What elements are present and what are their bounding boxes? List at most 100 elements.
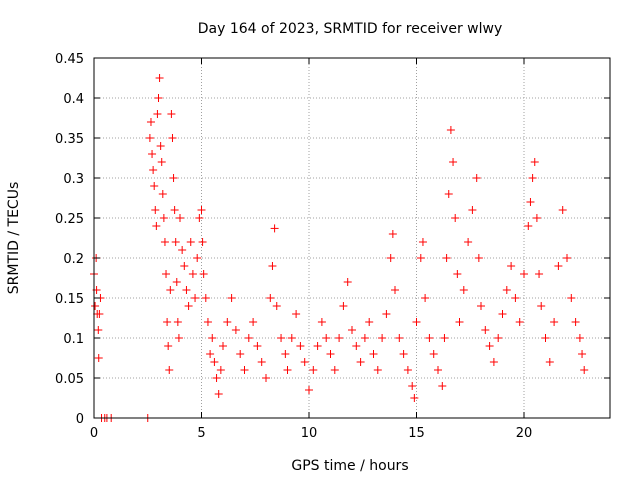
data-point [330, 366, 339, 374]
data-point [300, 358, 309, 366]
data-point [214, 390, 223, 398]
data-point [434, 366, 442, 374]
y-tick-label: 0 [76, 412, 84, 427]
data-point [173, 318, 182, 326]
data-point [270, 224, 279, 233]
data-point [94, 354, 103, 362]
data-point [502, 286, 511, 294]
data-point [167, 110, 176, 118]
data-point [446, 126, 455, 134]
data-point [201, 294, 210, 302]
data-point [489, 358, 498, 366]
data-point [210, 358, 219, 366]
data-point [472, 174, 481, 182]
data-point [154, 94, 163, 102]
data-point [449, 158, 458, 166]
data-point [339, 302, 348, 310]
data-point [157, 158, 166, 166]
data-point [150, 182, 159, 190]
data-point [95, 310, 104, 318]
data-point [203, 318, 212, 326]
data-point [152, 222, 161, 230]
data-point [206, 350, 215, 358]
data-point [348, 326, 356, 334]
x-tick-label: 0 [90, 426, 98, 441]
data-point [532, 214, 541, 222]
data-point [530, 158, 539, 166]
data-point [578, 350, 587, 358]
data-point [369, 350, 378, 358]
data-point [309, 366, 318, 374]
data-point [474, 254, 483, 262]
data-point [244, 334, 253, 342]
data-point [526, 198, 535, 206]
data-point [399, 350, 408, 358]
data-point [91, 302, 100, 310]
y-tick-label: 0.4 [63, 92, 84, 107]
data-point [148, 150, 157, 158]
data-point [172, 278, 181, 286]
data-point [464, 238, 473, 246]
data-point [545, 358, 554, 366]
data-point [191, 294, 200, 302]
data-point [227, 294, 236, 302]
data-point [317, 318, 326, 326]
data-point [537, 302, 546, 310]
data-point [266, 294, 275, 302]
data-point [335, 334, 344, 342]
data-point [158, 190, 167, 198]
data-point [313, 342, 322, 350]
data-point [164, 342, 173, 350]
axis-ticks: 0 5 10 15 20 0 0.05 0.1 0.15 0.2 0.25 0.3 0.35 0.4 0.4… [55, 52, 610, 441]
data-point [455, 318, 464, 326]
data-point [188, 270, 197, 278]
data-point [485, 342, 494, 350]
data-point [418, 238, 427, 246]
data-point [197, 206, 206, 214]
data-point [352, 342, 361, 350]
data-point [163, 318, 172, 326]
data-point [292, 310, 301, 318]
data-point [305, 386, 313, 394]
data-point [186, 238, 195, 246]
data-points [90, 74, 589, 422]
data-point [212, 374, 221, 382]
data-point [195, 214, 204, 222]
data-point [171, 238, 180, 246]
data-point [395, 334, 404, 342]
data-point [199, 270, 208, 278]
x-tick-label: 10 [301, 426, 318, 441]
data-point [165, 366, 174, 374]
data-point [528, 174, 537, 182]
data-point [162, 270, 171, 278]
data-point [166, 286, 175, 294]
data-point [438, 382, 447, 390]
data-point [155, 74, 164, 82]
data-point [193, 254, 202, 262]
data-point [535, 270, 544, 278]
data-point [571, 318, 580, 326]
data-point [277, 334, 286, 342]
data-point [403, 366, 412, 374]
x-tick-label: 15 [408, 426, 425, 441]
data-point [145, 134, 154, 142]
data-point [180, 262, 189, 270]
data-point [365, 318, 374, 326]
data-point [272, 302, 281, 310]
data-point [236, 350, 245, 358]
data-point [558, 206, 567, 214]
data-point [257, 358, 266, 366]
data-point [153, 110, 162, 118]
x-tick-label: 5 [197, 426, 205, 441]
data-point [198, 238, 207, 246]
data-point [268, 262, 277, 270]
data-point [391, 286, 399, 294]
y-tick-label: 0.15 [55, 292, 84, 307]
plot-frame [93, 57, 611, 419]
data-point [360, 334, 369, 342]
data-point [567, 294, 576, 302]
data-point [477, 302, 485, 310]
data-point [219, 342, 227, 350]
data-point [169, 174, 178, 182]
